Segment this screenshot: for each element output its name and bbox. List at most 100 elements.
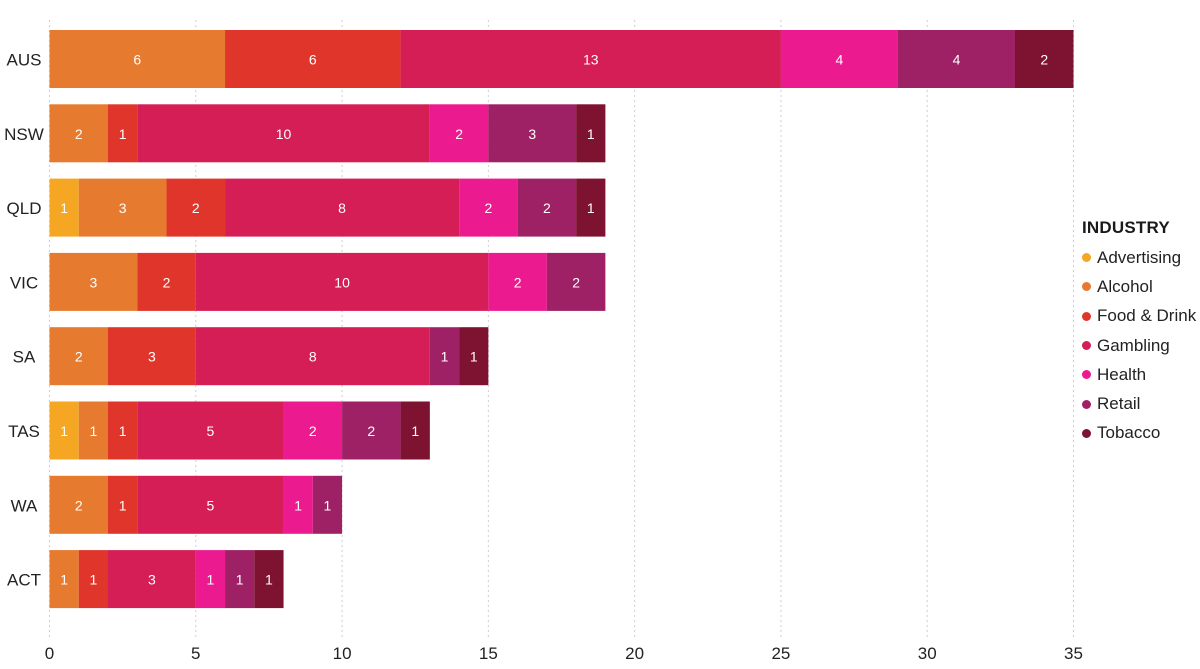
data-label-qld-retail: 2 <box>543 200 551 216</box>
data-label-act-food-drink: 1 <box>89 572 97 588</box>
bar-segment-aus-alcohol <box>49 30 226 88</box>
x-tick-label-10: 10 <box>333 644 352 663</box>
bar-segment-qld-health <box>459 178 518 237</box>
bar-segment-tas-gambling <box>137 401 284 460</box>
data-label-aus-retail: 4 <box>953 52 961 68</box>
legend-swatch <box>1082 282 1091 292</box>
data-label-nsw-gambling: 10 <box>276 126 292 142</box>
data-label-tas-advertising: 1 <box>60 423 68 439</box>
bar-segment-wa-food-drink <box>108 475 138 534</box>
legend-label: Health <box>1097 364 1147 384</box>
bar-segment-act-tobacco <box>254 550 284 609</box>
bar-segment-aus-tobacco <box>1014 30 1074 88</box>
legend-label: Alcohol <box>1097 276 1153 296</box>
data-label-vic-retail: 2 <box>572 274 580 290</box>
category-label-nsw: NSW <box>4 125 44 144</box>
bar-segment-tas-advertising <box>49 401 79 460</box>
x-tick-label-5: 5 <box>191 644 200 663</box>
data-label-qld-gambling: 8 <box>338 200 346 216</box>
data-label-sa-retail: 1 <box>441 349 449 365</box>
bar-segment-tas-alcohol <box>78 401 109 460</box>
category-label-aus: AUS <box>7 51 42 70</box>
bar-segment-nsw-alcohol <box>49 104 109 163</box>
data-label-sa-gambling: 8 <box>309 349 317 365</box>
bar-segment-qld-food-drink <box>166 178 226 237</box>
data-label-wa-health: 1 <box>294 497 302 513</box>
category-label-vic: VIC <box>10 273 38 292</box>
data-label-aus-food-drink: 6 <box>309 52 317 68</box>
bar-segment-nsw-food-drink <box>108 104 138 163</box>
bar-segment-sa-food-drink <box>108 327 196 386</box>
data-label-sa-tobacco: 1 <box>470 349 478 365</box>
bar-segment-sa-alcohol <box>49 327 109 386</box>
data-label-tas-tobacco: 1 <box>411 423 419 439</box>
category-label-qld: QLD <box>7 199 42 218</box>
bar-segment-sa-tobacco <box>459 327 489 386</box>
legend-swatch <box>1082 341 1091 351</box>
bar-segment-vic-food-drink <box>137 252 196 311</box>
data-label-aus-health: 4 <box>836 52 844 68</box>
legend-label: Food & Drink <box>1097 306 1197 326</box>
bar-segment-vic-alcohol <box>49 252 138 311</box>
bar-segment-sa-retail <box>429 327 460 386</box>
bar-segment-qld-tobacco <box>576 178 606 237</box>
bar-segment-vic-gambling <box>195 252 489 311</box>
bar-segment-act-health <box>195 550 226 609</box>
bar-segment-nsw-health <box>429 104 489 163</box>
legend-item-food-drink: Food & Drink <box>1082 302 1196 331</box>
bar-segment-act-gambling <box>108 550 196 609</box>
bar-segment-tas-health <box>283 401 343 460</box>
bar-segment-nsw-tobacco <box>576 104 606 163</box>
bar-segment-wa-alcohol <box>49 475 109 534</box>
bar-segment-vic-retail <box>546 252 606 311</box>
category-label-act: ACT <box>7 571 41 590</box>
data-label-aus-alcohol: 6 <box>133 52 141 68</box>
data-label-tas-retail: 2 <box>367 423 375 439</box>
data-label-act-gambling: 3 <box>148 572 156 588</box>
data-label-wa-gambling: 5 <box>207 497 215 513</box>
bar-segment-sa-gambling <box>195 327 430 386</box>
bar-segment-act-food-drink <box>78 550 109 609</box>
legend: INDUSTRY Advertising Alcohol Food & Drink G… <box>1082 218 1196 448</box>
bar-segment-wa-gambling <box>137 475 284 534</box>
data-label-vic-health: 2 <box>514 274 522 290</box>
bar-segment-aus-retail <box>897 30 1015 88</box>
data-label-sa-food-drink: 3 <box>148 349 156 365</box>
data-label-aus-gambling: 13 <box>583 52 599 68</box>
category-label-wa: WA <box>11 496 38 515</box>
bar-segment-wa-retail <box>312 475 343 534</box>
bar-segment-tas-tobacco <box>400 401 430 460</box>
legend-item-health: Health <box>1082 360 1196 389</box>
legend-swatch <box>1082 370 1091 380</box>
data-label-nsw-tobacco: 1 <box>587 126 595 142</box>
legend-label: Tobacco <box>1097 423 1161 443</box>
legend-item-alcohol: Alcohol <box>1082 272 1196 301</box>
legend-item-retail: Retail <box>1082 389 1196 418</box>
legend-swatch <box>1082 253 1091 263</box>
bar-segment-qld-retail <box>517 178 577 237</box>
data-label-qld-tobacco: 1 <box>587 200 595 216</box>
legend-item-tobacco: Tobacco <box>1082 419 1196 448</box>
data-label-tas-alcohol: 1 <box>89 423 97 439</box>
legend-item-advertising: Advertising <box>1082 243 1196 272</box>
bar-segment-qld-gambling <box>225 178 460 237</box>
bar-segment-aus-health <box>780 30 898 88</box>
data-label-qld-advertising: 1 <box>60 200 68 216</box>
data-label-vic-alcohol: 3 <box>89 274 97 290</box>
legend-items: Advertising Alcohol Food & Drink Gambling He… <box>1082 243 1196 448</box>
legend-swatch <box>1082 399 1091 409</box>
data-label-vic-food-drink: 2 <box>163 274 171 290</box>
data-label-nsw-alcohol: 2 <box>75 126 83 142</box>
bar-segment-vic-health <box>488 252 547 311</box>
data-label-aus-tobacco: 2 <box>1040 52 1048 68</box>
data-label-vic-gambling: 10 <box>334 274 350 290</box>
bar-segment-nsw-retail <box>488 104 577 163</box>
bar-segment-tas-retail <box>342 401 401 460</box>
bar-segment-tas-food-drink <box>108 401 138 460</box>
bar-segment-nsw-gambling <box>137 104 430 163</box>
data-label-nsw-retail: 3 <box>528 126 536 142</box>
data-label-qld-alcohol: 3 <box>119 200 127 216</box>
bar-segment-wa-health <box>283 475 313 534</box>
legend-label: Retail <box>1097 394 1141 414</box>
